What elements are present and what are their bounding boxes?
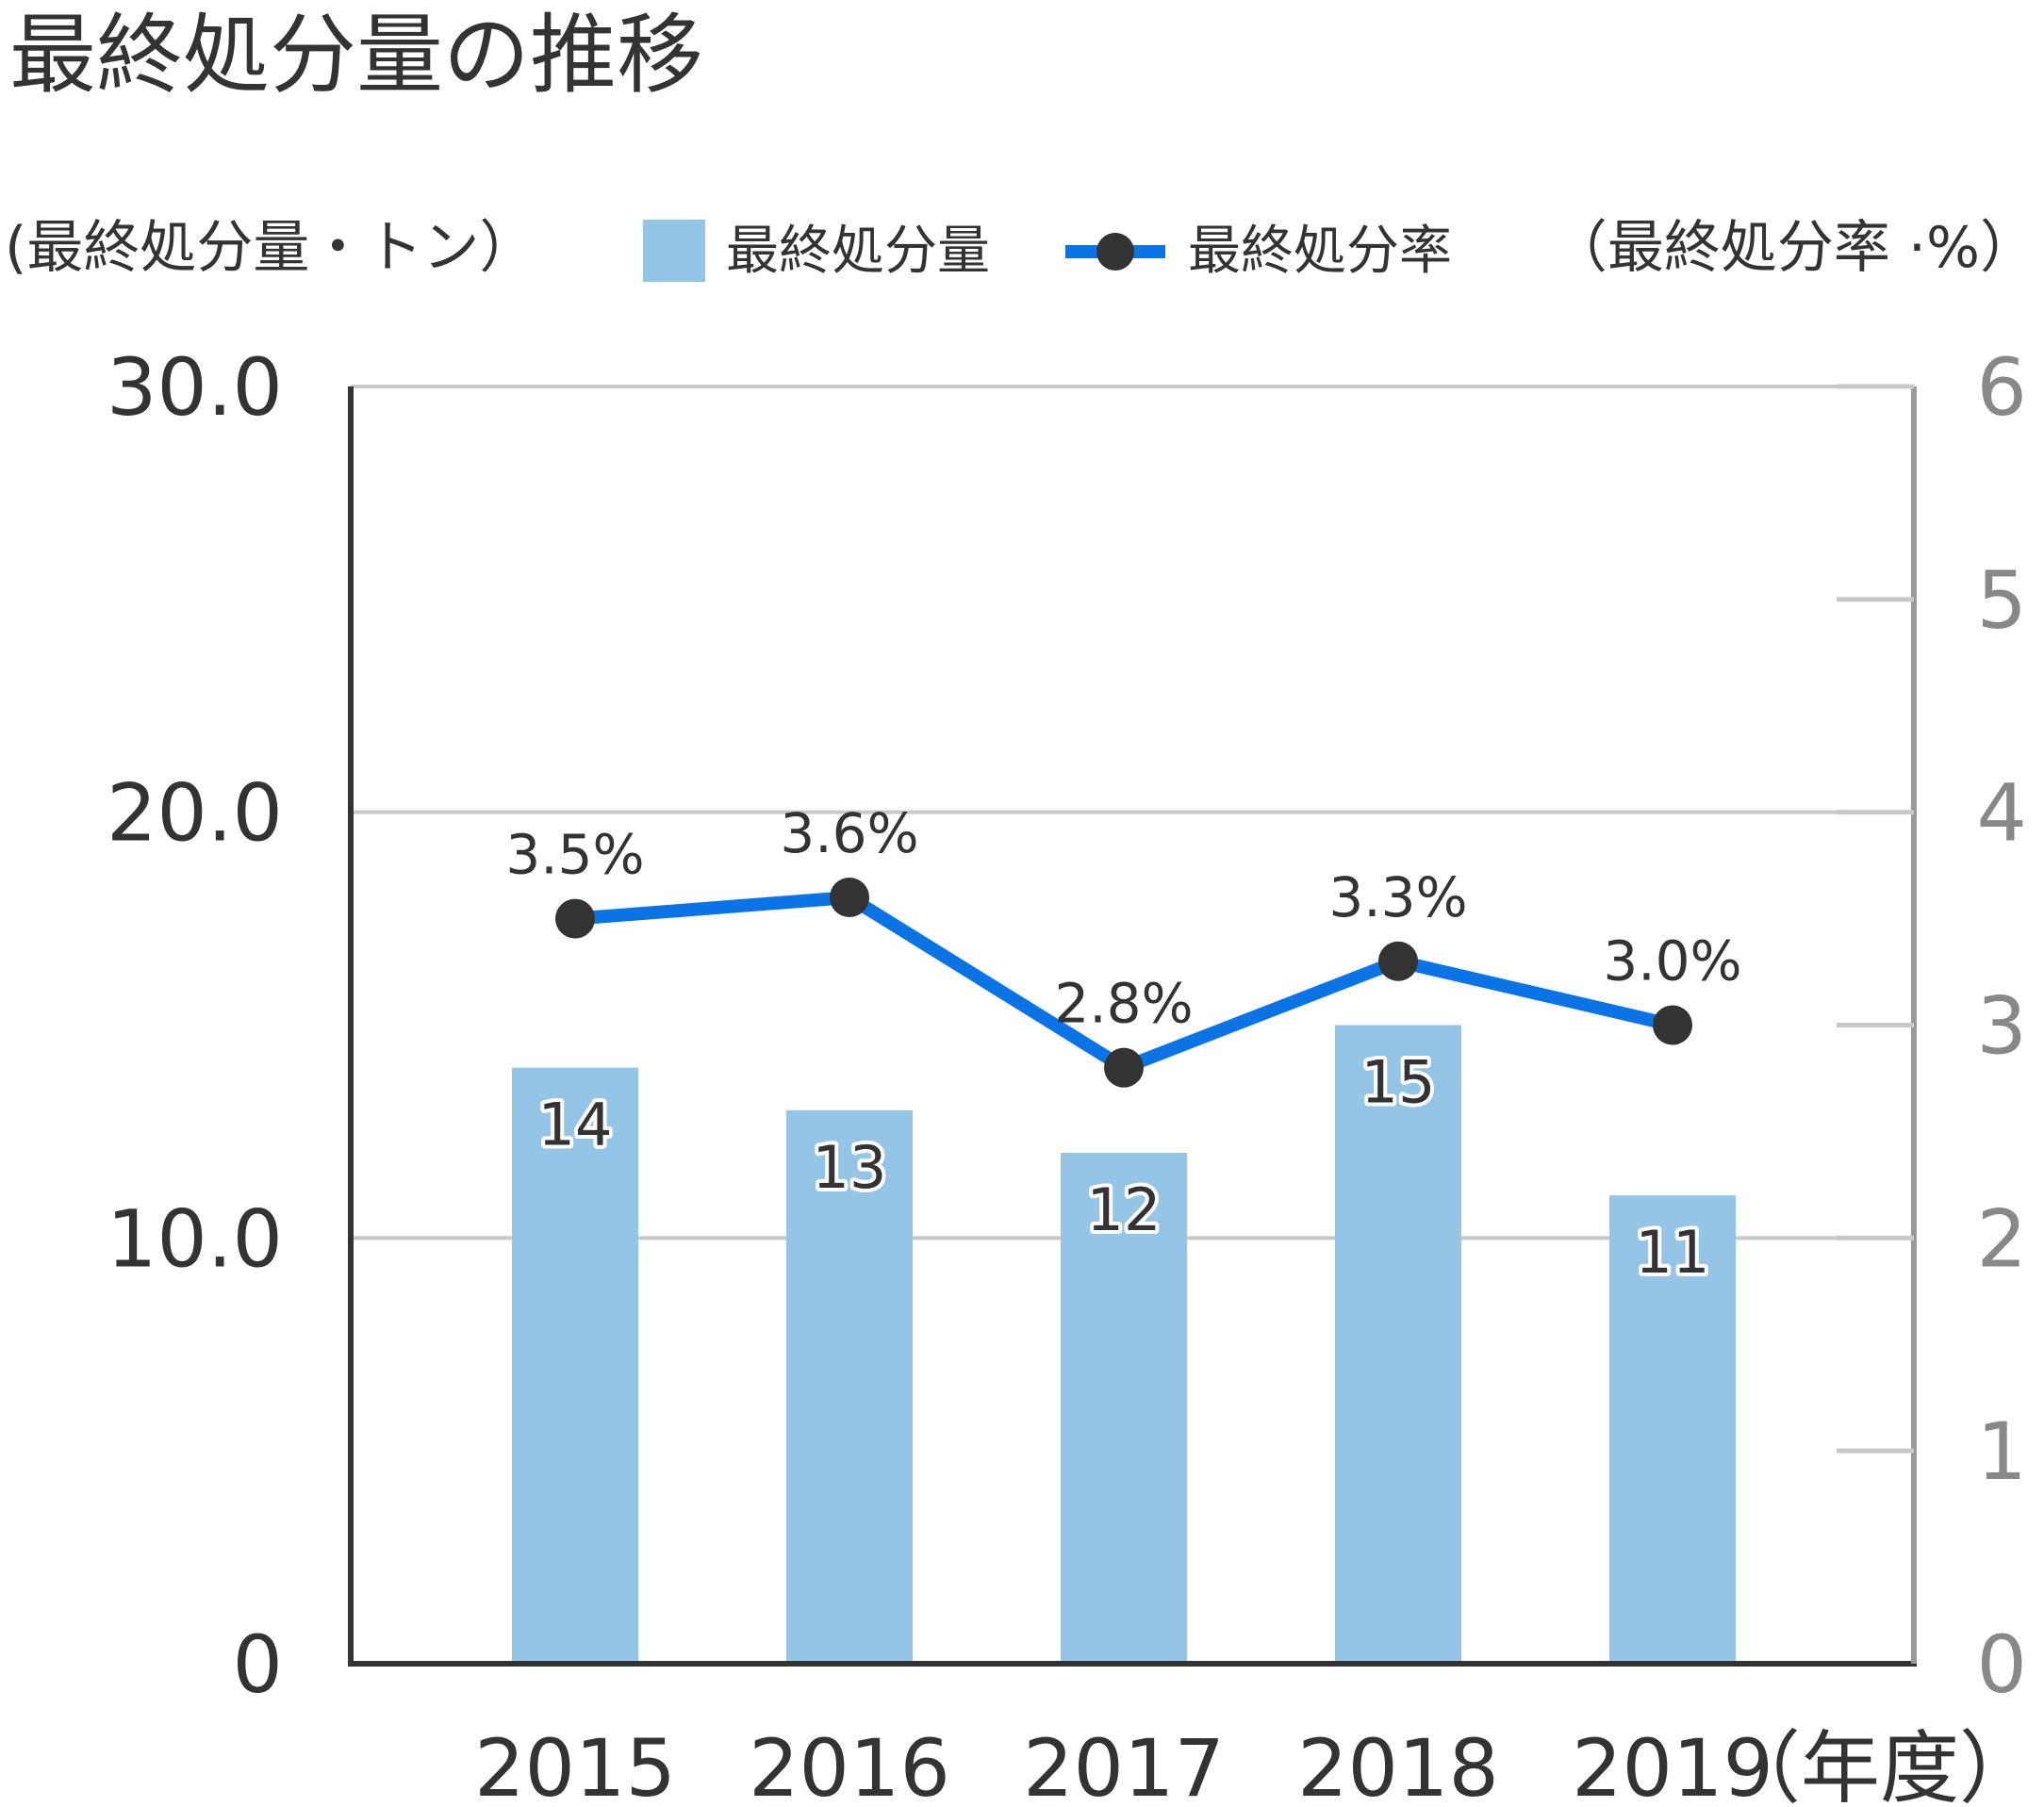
- right-axis-tick-label: 4: [1977, 767, 2027, 860]
- rate-line: [555, 878, 1692, 1088]
- right-axis-tick-label: 3: [1977, 980, 2027, 1073]
- rate-value-label: 3.5%: [505, 823, 644, 887]
- chart-title: 最終処分量の推移: [9, 5, 703, 106]
- left-axis-tick-label: 10.0: [107, 1192, 283, 1285]
- legend-line-marker: [1096, 233, 1134, 271]
- rate-value-label: 3.6%: [780, 801, 918, 865]
- bar: [1609, 1195, 1736, 1664]
- bar-value-label: 12: [1087, 1175, 1162, 1244]
- rate-value-label: 3.0%: [1603, 929, 1741, 994]
- bar-value-label: 14: [538, 1091, 613, 1159]
- rate-point: [830, 878, 869, 917]
- legend-bar-swatch: [643, 220, 705, 282]
- right-axis-tick-label: 6: [1977, 341, 2027, 434]
- axes: [348, 384, 1917, 1667]
- x-axis-tick-label: 2019: [1572, 1722, 1773, 1807]
- bar: [512, 1067, 638, 1664]
- right-axis-tick-label: 5: [1977, 554, 2027, 647]
- rate-value-label: 2.8%: [1054, 972, 1193, 1036]
- bar: [1335, 1025, 1461, 1664]
- bar-value-label: 11: [1636, 1218, 1710, 1287]
- legend-bar-label: 最終処分量: [726, 221, 990, 282]
- right-axis-tick-label: 2: [1977, 1192, 2027, 1285]
- rate-point: [555, 898, 595, 939]
- bars: [512, 1025, 1736, 1664]
- right-axis-tick-label: 1: [1977, 1405, 2027, 1498]
- left-axis-tick-label: 20.0: [107, 767, 283, 860]
- x-axis-tick-label: 2018: [1297, 1722, 1499, 1807]
- bar-value-label: 15: [1361, 1048, 1436, 1117]
- right-axis-label: （最終処分率 ·%）: [1551, 215, 2036, 281]
- left-axis-label: (最終処分量・トン）: [5, 215, 536, 281]
- x-axis-label: （年度）: [1722, 1722, 2038, 1807]
- bar: [1061, 1153, 1187, 1664]
- left-axis-tick-label: 30.0: [107, 341, 283, 434]
- rate-point: [1378, 941, 1418, 981]
- bar: [786, 1109, 913, 1664]
- rate-point: [1104, 1047, 1144, 1088]
- left-axis-tick-label: 0: [233, 1618, 283, 1711]
- rate-value-label: 3.3%: [1328, 865, 1467, 929]
- x-axis-tick-label: 2015: [474, 1722, 676, 1807]
- x-axis-tick-label: 2016: [749, 1722, 950, 1807]
- rate-point: [1653, 1005, 1692, 1045]
- legend-line-label: 最終処分率: [1188, 221, 1452, 282]
- right-axis-tick-label: 0: [1977, 1618, 2027, 1711]
- bar-value-label: 13: [813, 1133, 887, 1202]
- x-axis-tick-label: 2017: [1023, 1722, 1225, 1807]
- data-labels: 14 13 12 15 11 3.5% 3.6% 2.8% 3.3% 3.0%: [505, 801, 1741, 1290]
